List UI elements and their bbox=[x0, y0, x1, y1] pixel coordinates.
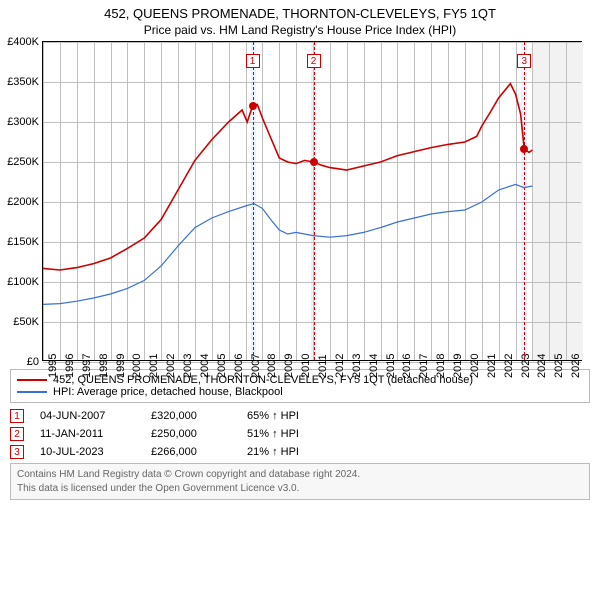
attribution: Contains HM Land Registry data © Crown c… bbox=[10, 463, 590, 500]
legend-swatch bbox=[17, 391, 47, 393]
y-tick-label: £0 bbox=[1, 356, 39, 368]
y-tick-label: £250K bbox=[1, 156, 39, 168]
attribution-line: Contains HM Land Registry data © Crown c… bbox=[17, 468, 583, 482]
y-tick-label: £300K bbox=[1, 116, 39, 128]
legend-swatch bbox=[17, 379, 47, 381]
sale-dot bbox=[249, 102, 257, 110]
attribution-line: This data is licensed under the Open Gov… bbox=[17, 482, 583, 496]
sale-dot bbox=[310, 158, 318, 166]
event-date: 04-JUN-2007 bbox=[40, 410, 135, 422]
event-number: 1 bbox=[10, 409, 24, 423]
event-price: £250,000 bbox=[151, 428, 231, 440]
series-hpi bbox=[43, 184, 532, 304]
event-note: 65% ↑ HPI bbox=[247, 410, 299, 422]
event-price: £266,000 bbox=[151, 446, 231, 458]
y-tick-label: £100K bbox=[1, 276, 39, 288]
event-note: 21% ↑ HPI bbox=[247, 446, 299, 458]
legend-label: HPI: Average price, detached house, Blac… bbox=[53, 386, 283, 398]
page-title: 452, QUEENS PROMENADE, THORNTON-CLEVELEY… bbox=[0, 0, 600, 21]
events-table: 1 04-JUN-2007 £320,000 65% ↑ HPI 2 11-JAN-201… bbox=[10, 409, 590, 459]
event-date: 11-JAN-2011 bbox=[40, 428, 135, 440]
event-number: 2 bbox=[10, 427, 24, 441]
event-price: £320,000 bbox=[151, 410, 231, 422]
page-subtitle: Price paid vs. HM Land Registry's House … bbox=[0, 21, 600, 41]
event-row: 3 10-JUL-2023 £266,000 21% ↑ HPI bbox=[10, 445, 590, 459]
y-tick-label: £400K bbox=[1, 36, 39, 48]
event-date: 10-JUL-2023 bbox=[40, 446, 135, 458]
event-number: 3 bbox=[10, 445, 24, 459]
legend-item: HPI: Average price, detached house, Blac… bbox=[17, 386, 583, 398]
event-note: 51% ↑ HPI bbox=[247, 428, 299, 440]
y-tick-label: £200K bbox=[1, 196, 39, 208]
y-tick-label: £50K bbox=[1, 316, 39, 328]
sale-dot bbox=[520, 145, 528, 153]
event-row: 1 04-JUN-2007 £320,000 65% ↑ HPI bbox=[10, 409, 590, 423]
chart-area: £0£50K£100K£150K£200K£250K£300K£350K£400… bbox=[42, 41, 582, 361]
y-tick-label: £350K bbox=[1, 76, 39, 88]
y-tick-label: £150K bbox=[1, 236, 39, 248]
series-property bbox=[43, 84, 532, 270]
event-row: 2 11-JAN-2011 £250,000 51% ↑ HPI bbox=[10, 427, 590, 441]
